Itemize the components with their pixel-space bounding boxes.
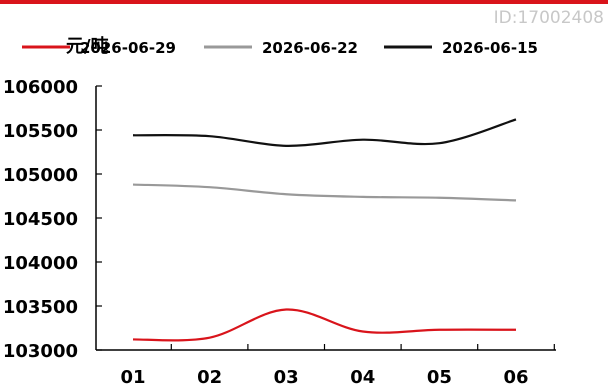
x-tick-label: 04 [350, 367, 375, 385]
top-accent-bar [0, 0, 608, 4]
legend-label: 2026-06-15 [442, 39, 538, 57]
legend-label: 2026-06-22 [262, 39, 358, 57]
x-tick-label: 06 [503, 367, 528, 385]
y-tick-label: 103500 [3, 297, 78, 318]
x-tick-label: 01 [120, 367, 145, 385]
axes: 103000 103500 104000 104500 105000 105500 1060… [3, 77, 556, 385]
y-tick-label: 104500 [3, 209, 78, 230]
y-tick-label: 106000 [3, 77, 78, 98]
series-line-2026-06-15 [132, 118, 517, 147]
watermark-id: ID:17002408 [493, 8, 604, 28]
series-line-2026-06-29 [132, 308, 517, 342]
x-tick-label: 02 [197, 367, 222, 385]
x-tick-label: 03 [274, 367, 299, 385]
x-tick-label: 05 [427, 367, 452, 385]
series-line-2026-06-22 [132, 183, 517, 202]
legend-label: 2026-06-29 [80, 39, 176, 57]
y-tick-label: 105000 [3, 165, 78, 186]
series-layer [132, 118, 517, 342]
legend: 2026-06-29 2026-06-22 2026-06-15 [22, 39, 538, 57]
y-tick-label: 103000 [3, 341, 78, 362]
y-tick-label: 105500 [3, 121, 78, 142]
y-tick-label: 104000 [3, 253, 78, 274]
y-axis-unit-label: 元/吨 [66, 35, 109, 57]
